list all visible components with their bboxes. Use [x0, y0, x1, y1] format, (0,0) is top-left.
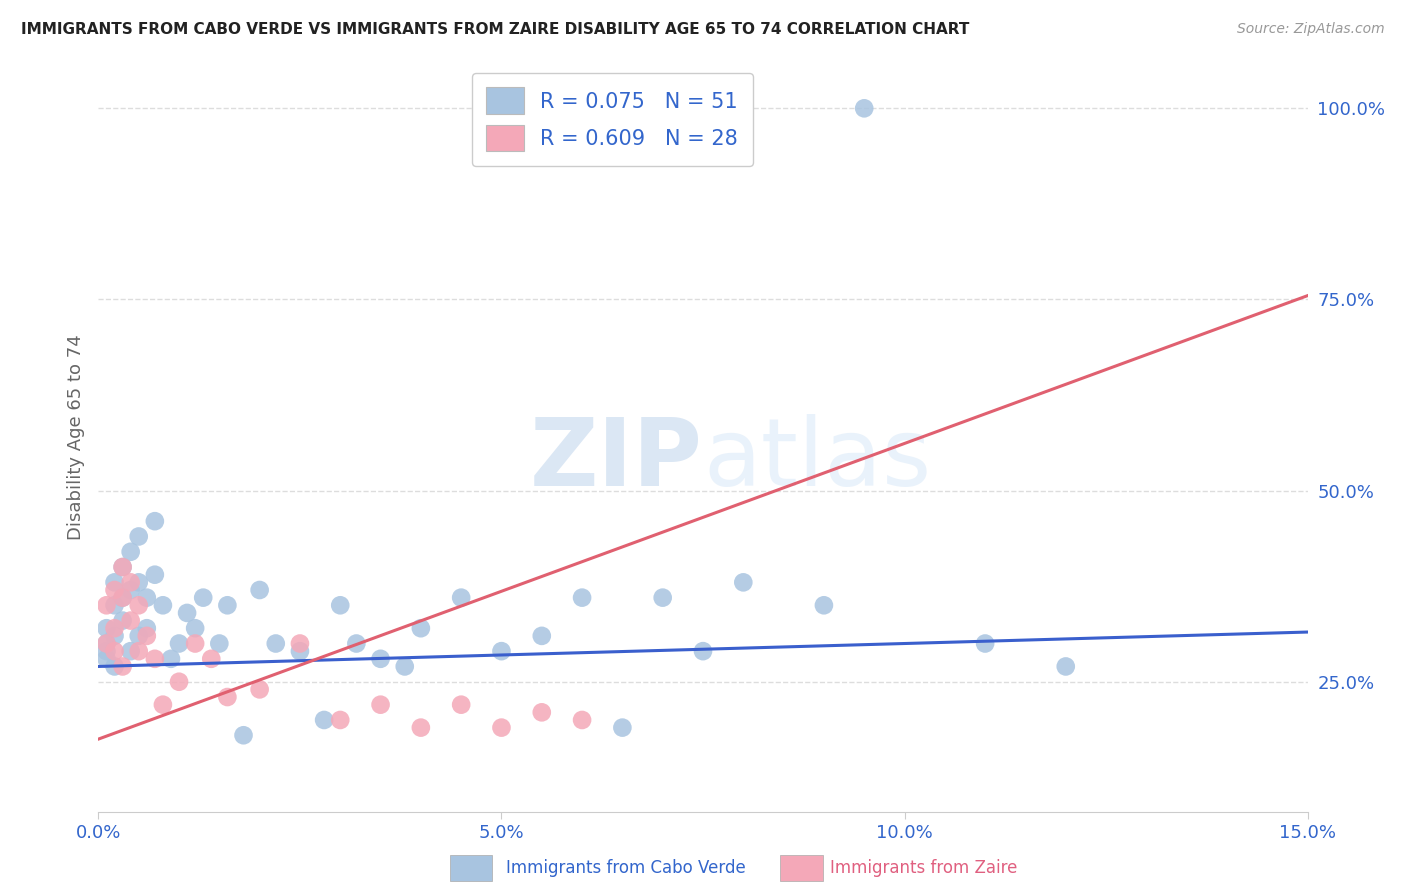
Point — [450, 591, 472, 605]
Point — [160, 652, 183, 666]
Point — [96, 636, 118, 650]
Point — [128, 629, 150, 643]
Point — [167, 636, 190, 650]
Point — [96, 652, 118, 666]
Point — [128, 599, 150, 613]
Point — [111, 560, 134, 574]
Text: atlas: atlas — [703, 414, 931, 506]
Point — [217, 599, 239, 613]
Point — [571, 591, 593, 605]
Point — [111, 591, 134, 605]
Point — [409, 621, 432, 635]
Point — [143, 514, 166, 528]
Text: Immigrants from Cabo Verde: Immigrants from Cabo Verde — [506, 859, 747, 877]
Point — [1054, 659, 1077, 673]
Point — [813, 599, 835, 613]
Point — [200, 652, 222, 666]
Point — [264, 636, 287, 650]
Point — [612, 721, 634, 735]
Point — [288, 644, 311, 658]
Point — [143, 652, 166, 666]
Point — [692, 644, 714, 658]
Point — [167, 674, 190, 689]
Point — [329, 599, 352, 613]
Point — [111, 591, 134, 605]
Point — [249, 582, 271, 597]
Point — [135, 591, 157, 605]
Point — [128, 529, 150, 543]
Point — [184, 636, 207, 650]
Text: IMMIGRANTS FROM CABO VERDE VS IMMIGRANTS FROM ZAIRE DISABILITY AGE 65 TO 74 CORR: IMMIGRANTS FROM CABO VERDE VS IMMIGRANTS… — [21, 22, 970, 37]
Point — [491, 721, 513, 735]
Point — [111, 659, 134, 673]
Point — [96, 621, 118, 635]
Point — [184, 621, 207, 635]
Point — [409, 721, 432, 735]
Point — [111, 614, 134, 628]
Point — [120, 644, 142, 658]
Point — [193, 591, 215, 605]
Point — [152, 599, 174, 613]
Point — [249, 682, 271, 697]
Point — [120, 614, 142, 628]
Point — [128, 644, 150, 658]
Point — [96, 636, 118, 650]
Point — [232, 728, 254, 742]
Point — [208, 636, 231, 650]
Point — [96, 599, 118, 613]
Point — [103, 575, 125, 590]
Point — [176, 606, 198, 620]
Point — [394, 659, 416, 673]
Point — [733, 575, 755, 590]
Point — [329, 713, 352, 727]
Point — [491, 644, 513, 658]
Point — [103, 599, 125, 613]
Text: ZIP: ZIP — [530, 414, 703, 506]
Point — [96, 644, 118, 658]
Point — [103, 582, 125, 597]
Point — [344, 636, 367, 650]
Point — [530, 706, 553, 720]
Point — [103, 621, 125, 635]
Point — [288, 636, 311, 650]
Point — [571, 713, 593, 727]
Point — [152, 698, 174, 712]
Legend: R = 0.075   N = 51, R = 0.609   N = 28: R = 0.075 N = 51, R = 0.609 N = 28 — [471, 73, 752, 166]
Point — [370, 698, 392, 712]
Point — [314, 713, 336, 727]
Text: Immigrants from Zaire: Immigrants from Zaire — [830, 859, 1017, 877]
Point — [370, 652, 392, 666]
Point — [217, 690, 239, 704]
Point — [111, 560, 134, 574]
Point — [120, 545, 142, 559]
Point — [120, 582, 142, 597]
Point — [103, 644, 125, 658]
Y-axis label: Disability Age 65 to 74: Disability Age 65 to 74 — [66, 334, 84, 540]
Point — [450, 698, 472, 712]
Point — [974, 636, 997, 650]
Point — [103, 659, 125, 673]
Point — [103, 629, 125, 643]
Point — [128, 575, 150, 590]
Point — [135, 629, 157, 643]
Point — [120, 575, 142, 590]
Point — [135, 621, 157, 635]
Text: Source: ZipAtlas.com: Source: ZipAtlas.com — [1237, 22, 1385, 37]
Point — [651, 591, 673, 605]
Point — [530, 629, 553, 643]
Point — [853, 101, 876, 115]
Point — [143, 567, 166, 582]
